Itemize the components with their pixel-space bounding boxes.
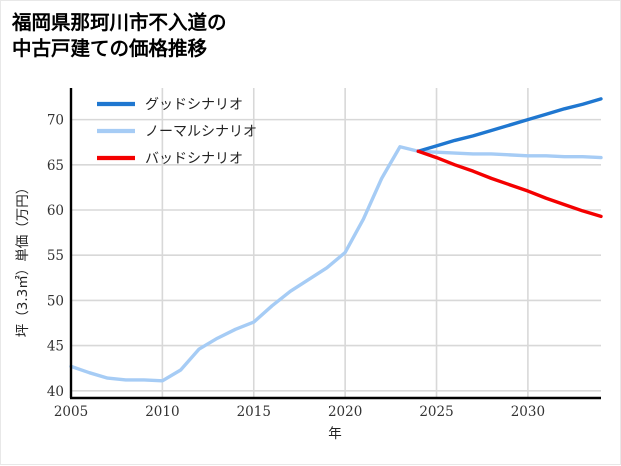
- x-tick-label: 2025: [419, 404, 453, 420]
- axis-lines: [69, 88, 601, 400]
- y-tick-label: 55: [47, 248, 64, 264]
- y-tick-label: 65: [47, 158, 64, 174]
- legend-label-bad: バッドシナリオ: [145, 151, 243, 167]
- y-tick-label: 60: [47, 203, 64, 219]
- y-tick-label: 50: [47, 293, 64, 309]
- x-tick-label: 2015: [237, 404, 271, 420]
- x-tick-label: 2030: [511, 404, 545, 420]
- y-tick-label: 40: [47, 384, 64, 400]
- series-line-ノーマルシナリオ: [69, 145, 603, 383]
- y-tick-label: 45: [47, 339, 64, 355]
- y-tick-label: 70: [47, 113, 64, 129]
- series-line-グッドシナリオ: [416, 97, 603, 153]
- series-lines: [69, 97, 603, 383]
- x-axis-tick-labels: 2005 2010 2015 2020 2025 2030: [54, 404, 545, 420]
- legend-label-good: グッドシナリオ: [145, 97, 243, 113]
- x-tick-label: 2020: [328, 404, 362, 420]
- x-tick-label: 2010: [145, 404, 179, 420]
- x-axis-title: 年: [328, 426, 342, 442]
- x-tick-label: 2005: [54, 404, 88, 420]
- series-line-バッドシナリオ: [416, 149, 603, 219]
- legend-label-normal: ノーマルシナリオ: [145, 124, 257, 140]
- y-axis-tick-labels: 40 45 50 55 60 65 70: [47, 113, 64, 400]
- y-axis-title: 坪（3.3㎡）単価（万円）: [15, 181, 31, 337]
- page-title: 福岡県那珂川市不入道の 中古戸建ての価格推移: [12, 12, 227, 60]
